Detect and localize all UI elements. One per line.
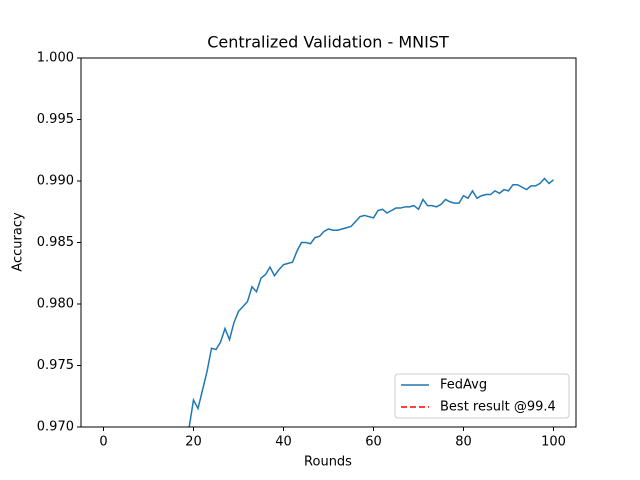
x-tick-label: 100 <box>541 435 566 450</box>
legend-label: FedAvg <box>440 378 487 393</box>
chart-title: Centralized Validation - MNIST <box>207 33 449 52</box>
x-tick-label: 80 <box>455 435 472 450</box>
data-line <box>188 177 554 427</box>
plot-area <box>188 177 554 427</box>
x-tick-label: 60 <box>365 435 382 450</box>
x-tick-label: 40 <box>275 435 292 450</box>
y-tick-label: 0.970 <box>37 420 74 435</box>
axes-frame <box>80 57 577 428</box>
y-tick-label: 0.980 <box>37 297 74 312</box>
y-tick-label: 0.975 <box>37 358 74 373</box>
y-tick-label: 1.000 <box>37 51 74 66</box>
y-tick-label: 0.990 <box>37 174 74 189</box>
legend-box <box>394 373 570 419</box>
x-tick-label: 20 <box>185 435 202 450</box>
legend-label: Best result @99.4 <box>440 400 556 415</box>
x-tick-label: 0 <box>99 435 107 450</box>
y-tick-label: 0.985 <box>37 235 74 250</box>
y-tick-label: 0.995 <box>37 112 74 127</box>
x-axis-label: Rounds <box>304 455 352 470</box>
y-axis-label: Accuracy <box>11 212 26 272</box>
